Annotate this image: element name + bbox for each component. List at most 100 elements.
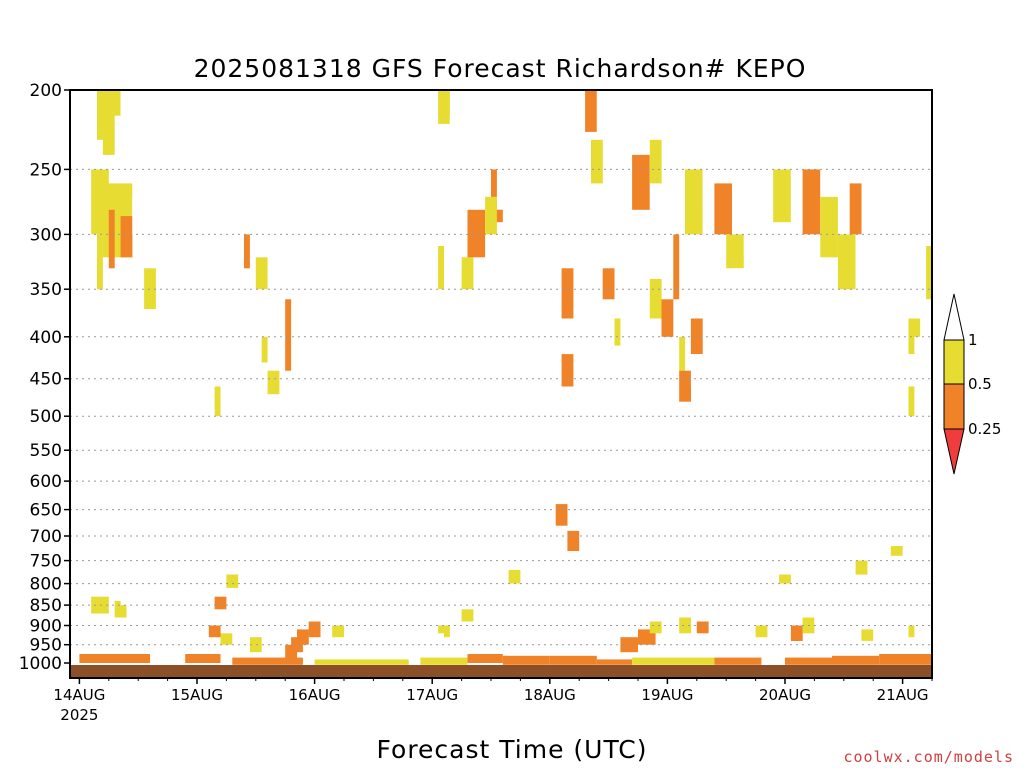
ri-cell bbox=[467, 592, 480, 606]
ri-cell bbox=[114, 600, 127, 618]
colorbar-label: 1 bbox=[968, 331, 978, 349]
ri-cell bbox=[208, 409, 215, 431]
colorbar-legend: 0.25 0.5 1 bbox=[943, 293, 1001, 475]
ri-cell bbox=[596, 659, 633, 665]
ri-cell bbox=[837, 234, 856, 290]
ri-cell bbox=[238, 625, 250, 641]
ri-cell bbox=[97, 234, 103, 290]
ri-cell bbox=[885, 530, 897, 547]
ri-cell bbox=[696, 621, 709, 634]
ri-cell bbox=[649, 621, 662, 634]
y-tick-label: 400 bbox=[30, 328, 62, 348]
colorbar-band bbox=[943, 339, 965, 385]
ri-cell bbox=[573, 386, 580, 417]
ri-cell bbox=[661, 299, 674, 337]
ri-cell bbox=[761, 123, 780, 184]
x-tick-label: 20AUG bbox=[759, 686, 811, 704]
ri-cell bbox=[385, 268, 397, 300]
ri-cell bbox=[232, 657, 303, 665]
ri-cell bbox=[273, 123, 286, 184]
richardson-cells bbox=[79, 90, 932, 665]
ri-cell bbox=[690, 318, 703, 355]
ri-cell bbox=[914, 641, 927, 656]
ri-cell bbox=[879, 209, 891, 269]
ri-cell bbox=[549, 655, 597, 665]
ri-cell bbox=[802, 525, 815, 551]
ri-cell bbox=[420, 657, 468, 665]
x-tick-label: 17AUG bbox=[406, 686, 458, 704]
ri-cell bbox=[414, 234, 427, 269]
ri-cell bbox=[185, 169, 197, 223]
ri-cell bbox=[467, 654, 503, 663]
ri-cell bbox=[896, 354, 909, 387]
ri-cell bbox=[879, 654, 932, 665]
x-axis-label: Forecast Time (UTC) bbox=[377, 735, 648, 764]
y-tick-label: 550 bbox=[30, 441, 62, 461]
ri-cell bbox=[896, 641, 909, 653]
ri-cell bbox=[220, 633, 233, 645]
y-tick-label: 750 bbox=[30, 552, 62, 572]
ri-cell bbox=[144, 268, 156, 309]
ri-cell bbox=[867, 278, 885, 337]
ri-cell bbox=[820, 509, 827, 531]
ri-cell bbox=[85, 633, 98, 645]
ri-cell bbox=[473, 183, 486, 235]
ri-cell bbox=[855, 560, 868, 575]
ri-cell bbox=[773, 637, 785, 649]
ri-cell bbox=[261, 629, 274, 645]
ri-cell bbox=[214, 596, 227, 610]
ri-cell bbox=[579, 234, 591, 269]
ri-cell bbox=[232, 592, 245, 606]
ri-cell bbox=[573, 565, 586, 584]
y-tick-label: 300 bbox=[30, 225, 62, 245]
ri-cell bbox=[508, 569, 521, 584]
ri-cell bbox=[861, 629, 874, 641]
ri-cell bbox=[79, 609, 92, 626]
ri-cell bbox=[485, 592, 497, 606]
ri-cell bbox=[826, 123, 838, 197]
y-axis: 200 250 300 350 400 450 500 550 600 650 700 750 8008… bbox=[19, 81, 70, 674]
ri-cell bbox=[790, 625, 803, 641]
ri-cell bbox=[649, 139, 662, 184]
ri-cell bbox=[285, 299, 292, 371]
ri-cell bbox=[843, 481, 850, 493]
ri-cell bbox=[120, 588, 133, 606]
x-tick-label: 21AUG bbox=[877, 686, 929, 704]
ri-cell bbox=[738, 617, 750, 630]
ri-cell bbox=[779, 574, 791, 584]
colorbar-label: 0.5 bbox=[968, 375, 992, 393]
ri-cell bbox=[279, 318, 286, 355]
ri-cell bbox=[596, 90, 609, 155]
y-tick-label: 1000 bbox=[19, 654, 62, 674]
y-tick-label: 500 bbox=[30, 407, 62, 427]
ri-cell bbox=[679, 370, 691, 402]
ri-cell bbox=[208, 183, 215, 210]
ri-cell bbox=[297, 107, 309, 170]
ri-cell bbox=[297, 629, 309, 645]
x-tick-label: 18AUG bbox=[524, 686, 576, 704]
ri-cell bbox=[226, 289, 233, 319]
ri-cell bbox=[749, 555, 762, 570]
ri-cell bbox=[579, 401, 591, 431]
ri-cell bbox=[344, 234, 356, 269]
ri-cell bbox=[908, 386, 915, 417]
ri-cell bbox=[549, 481, 556, 505]
x-tick-sublabel: 2025 bbox=[60, 706, 98, 724]
x-tick-label: 14AUG bbox=[53, 686, 105, 704]
ri-cell bbox=[208, 625, 221, 638]
x-tick-label: 15AUG bbox=[171, 686, 223, 704]
ri-cell bbox=[85, 309, 98, 337]
ri-cell bbox=[185, 654, 221, 663]
ri-cell bbox=[467, 209, 486, 258]
ri-cell bbox=[567, 625, 580, 641]
ri-cell bbox=[438, 90, 450, 124]
ri-cell bbox=[561, 268, 574, 319]
ri-cell bbox=[714, 183, 732, 235]
ri-cell bbox=[602, 268, 615, 300]
ri-cell bbox=[344, 629, 356, 641]
ri-cell bbox=[438, 246, 444, 290]
ri-cell bbox=[144, 123, 156, 184]
ri-cell bbox=[549, 336, 562, 371]
ri-cell bbox=[732, 569, 744, 584]
ri-cell bbox=[185, 641, 197, 653]
